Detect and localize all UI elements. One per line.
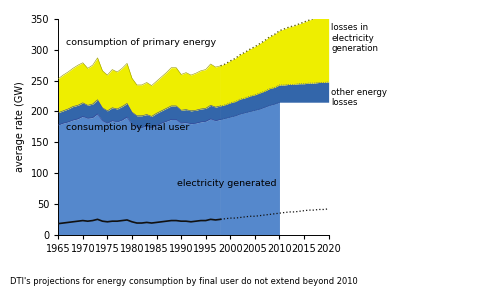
Text: consumption by final user: consumption by final user bbox=[66, 123, 190, 131]
Text: electricity generated: electricity generated bbox=[177, 179, 277, 188]
Text: losses in
electricity
generation: losses in electricity generation bbox=[331, 23, 378, 53]
Text: DTI's projections for energy consumption by final user do not extend beyond 2010: DTI's projections for energy consumption… bbox=[10, 277, 358, 286]
Text: consumption of primary energy: consumption of primary energy bbox=[66, 38, 216, 47]
Y-axis label: average rate (GW): average rate (GW) bbox=[15, 81, 25, 172]
Text: other energy
losses: other energy losses bbox=[331, 88, 387, 108]
